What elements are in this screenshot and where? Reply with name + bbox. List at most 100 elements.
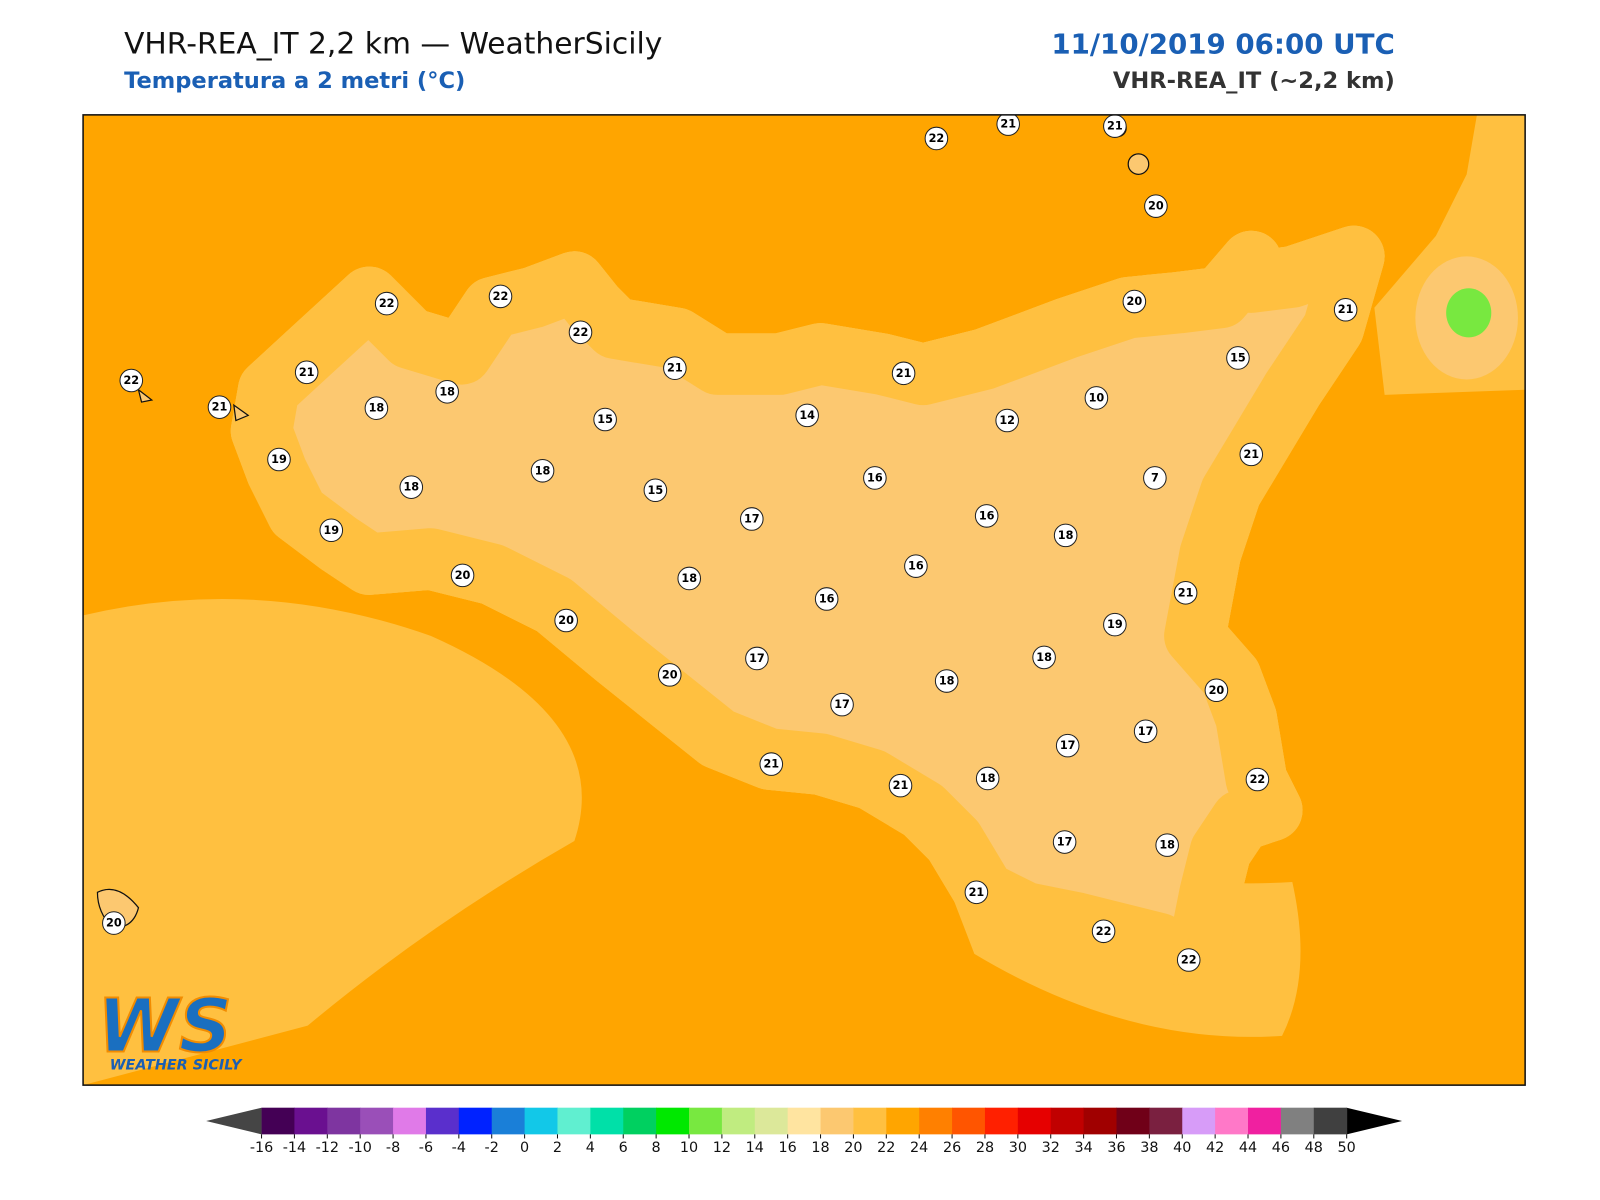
- station: 10: [1084, 386, 1109, 410]
- station: 20: [450, 563, 475, 588]
- station-marker: [554, 608, 578, 633]
- station-value: 17: [749, 652, 765, 665]
- station-marker: [119, 368, 144, 393]
- station-value: 22: [929, 132, 945, 145]
- station-value: 20: [1148, 200, 1164, 213]
- station-value: 19: [1107, 618, 1123, 631]
- sea-warm: [83, 599, 582, 1086]
- station: 20: [102, 911, 126, 935]
- station-marker: [207, 395, 232, 419]
- colorbar-swatch: [952, 1107, 986, 1135]
- colorbar-swatch: [557, 1107, 591, 1135]
- station-value: 12: [999, 414, 1015, 427]
- station-value: 22: [493, 290, 509, 303]
- station-value: 18: [369, 402, 385, 415]
- station-marker: [1122, 289, 1147, 314]
- station: 19: [267, 447, 291, 472]
- station-marker: [364, 396, 389, 420]
- colorbar-swatch: [491, 1107, 526, 1135]
- station-value: 15: [648, 484, 664, 497]
- station-marker: [1155, 833, 1179, 857]
- station-marker: [975, 766, 1000, 791]
- station: 21: [1103, 114, 1127, 138]
- station: 22: [1176, 948, 1201, 972]
- station-marker: [1143, 466, 1167, 490]
- station-value: 21: [893, 779, 909, 792]
- stations: 22 21 21 20 22 22 22 22 21 21 18 18 21 15 21 14 20 15 21 10…: [102, 114, 1358, 972]
- station-marker: [1144, 194, 1168, 218]
- colorbar-swatch: [689, 1107, 723, 1135]
- station-marker: [814, 587, 839, 611]
- station: 17: [745, 646, 769, 671]
- colorbar-tick-label: 20: [844, 1140, 862, 1156]
- station-value: 18: [980, 772, 996, 785]
- station-value: 21: [1338, 303, 1354, 316]
- station-value: 20: [662, 668, 678, 681]
- station-marker: [1173, 581, 1198, 605]
- station-marker: [319, 518, 344, 543]
- station-value: 7: [1151, 471, 1159, 484]
- station: 17: [1055, 733, 1080, 758]
- station: 18: [399, 475, 424, 499]
- station: 22: [1245, 767, 1270, 792]
- station-marker: [863, 466, 887, 490]
- colorbar-tick-label: 28: [976, 1140, 994, 1156]
- station-value: 22: [123, 374, 139, 387]
- station-marker: [450, 563, 475, 588]
- station-marker: [795, 403, 819, 428]
- station-value: 20: [106, 917, 122, 930]
- station: 15: [593, 407, 617, 432]
- station-value: 15: [1230, 351, 1246, 364]
- colorbar-tick-label: 16: [779, 1140, 797, 1156]
- station-value: 16: [867, 471, 883, 484]
- station-marker: [1055, 733, 1080, 758]
- colorbar-swatch: [1116, 1107, 1150, 1135]
- colorbar-swatch: [656, 1107, 690, 1135]
- colorbar-swatch: [360, 1107, 394, 1135]
- station-value: 16: [979, 509, 995, 522]
- map: 22 21 21 20 22 22 22 22 21 21 18 18 21 15 21 14 20 15 21 10…: [83, 114, 1526, 1086]
- colorbar-swatch: [1050, 1107, 1085, 1135]
- station-marker: [830, 692, 854, 717]
- station-marker: [924, 126, 949, 151]
- station-marker: [267, 447, 291, 472]
- colorbar-swatch: [853, 1107, 887, 1135]
- station: 16: [974, 504, 999, 528]
- colorbar-swatch: [721, 1107, 756, 1135]
- station-value: 17: [1060, 739, 1076, 752]
- station-value: 22: [573, 326, 589, 339]
- station-marker: [102, 911, 126, 935]
- station-value: 17: [744, 512, 760, 525]
- station-value: 18: [1058, 529, 1074, 542]
- station-marker: [593, 407, 617, 432]
- colorbar-swatch: [820, 1107, 854, 1135]
- station: 20: [1122, 289, 1147, 314]
- colorbar-tick-label: 26: [943, 1140, 961, 1156]
- station: 21: [891, 361, 916, 386]
- station-marker: [904, 554, 928, 578]
- colorbar-over: [1346, 1107, 1403, 1135]
- station: 20: [1204, 678, 1229, 703]
- station-marker: [1133, 719, 1158, 744]
- station-marker: [1226, 346, 1250, 370]
- station: 18: [435, 380, 459, 404]
- station-marker: [964, 880, 989, 905]
- colorbar-swatch: [1182, 1107, 1216, 1135]
- station-marker: [745, 646, 769, 671]
- station-value: 20: [455, 569, 471, 582]
- station-marker: [399, 475, 424, 499]
- station: 21: [207, 395, 232, 419]
- station: 14: [795, 403, 819, 428]
- station-value: 21: [212, 401, 228, 414]
- station: 15: [643, 478, 668, 503]
- colorbar-swatch: [393, 1107, 427, 1135]
- station-marker: [739, 507, 764, 531]
- colorbar-tick-label: 34: [1074, 1140, 1092, 1156]
- station: 21: [964, 880, 989, 905]
- colorbar-tick-label: 44: [1239, 1140, 1257, 1156]
- station-marker: [657, 663, 682, 687]
- station-marker: [1245, 767, 1270, 792]
- station: 7: [1143, 466, 1167, 490]
- colorbar-under: [206, 1107, 262, 1135]
- station-marker: [1103, 612, 1127, 637]
